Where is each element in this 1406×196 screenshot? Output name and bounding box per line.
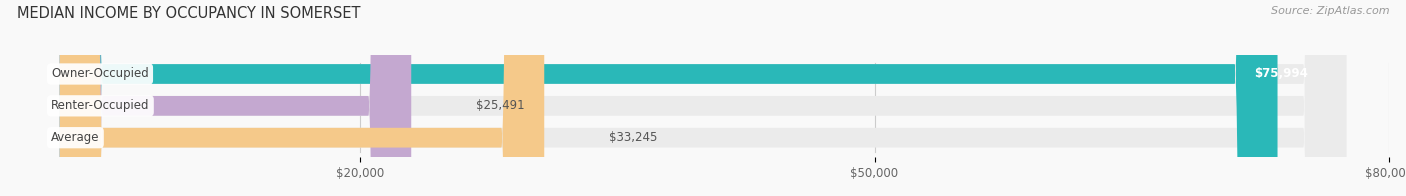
Text: Average: Average	[51, 131, 100, 144]
FancyBboxPatch shape	[59, 0, 411, 196]
FancyBboxPatch shape	[59, 0, 1278, 196]
Text: $75,994: $75,994	[1254, 67, 1308, 81]
Text: Source: ZipAtlas.com: Source: ZipAtlas.com	[1271, 6, 1389, 16]
FancyBboxPatch shape	[59, 0, 1347, 196]
FancyBboxPatch shape	[59, 0, 1347, 196]
Text: Owner-Occupied: Owner-Occupied	[51, 67, 149, 81]
FancyBboxPatch shape	[59, 0, 544, 196]
Text: Renter-Occupied: Renter-Occupied	[51, 99, 149, 112]
FancyBboxPatch shape	[59, 0, 1347, 196]
Text: $25,491: $25,491	[475, 99, 524, 112]
Text: $33,245: $33,245	[609, 131, 657, 144]
Text: MEDIAN INCOME BY OCCUPANCY IN SOMERSET: MEDIAN INCOME BY OCCUPANCY IN SOMERSET	[17, 6, 360, 21]
